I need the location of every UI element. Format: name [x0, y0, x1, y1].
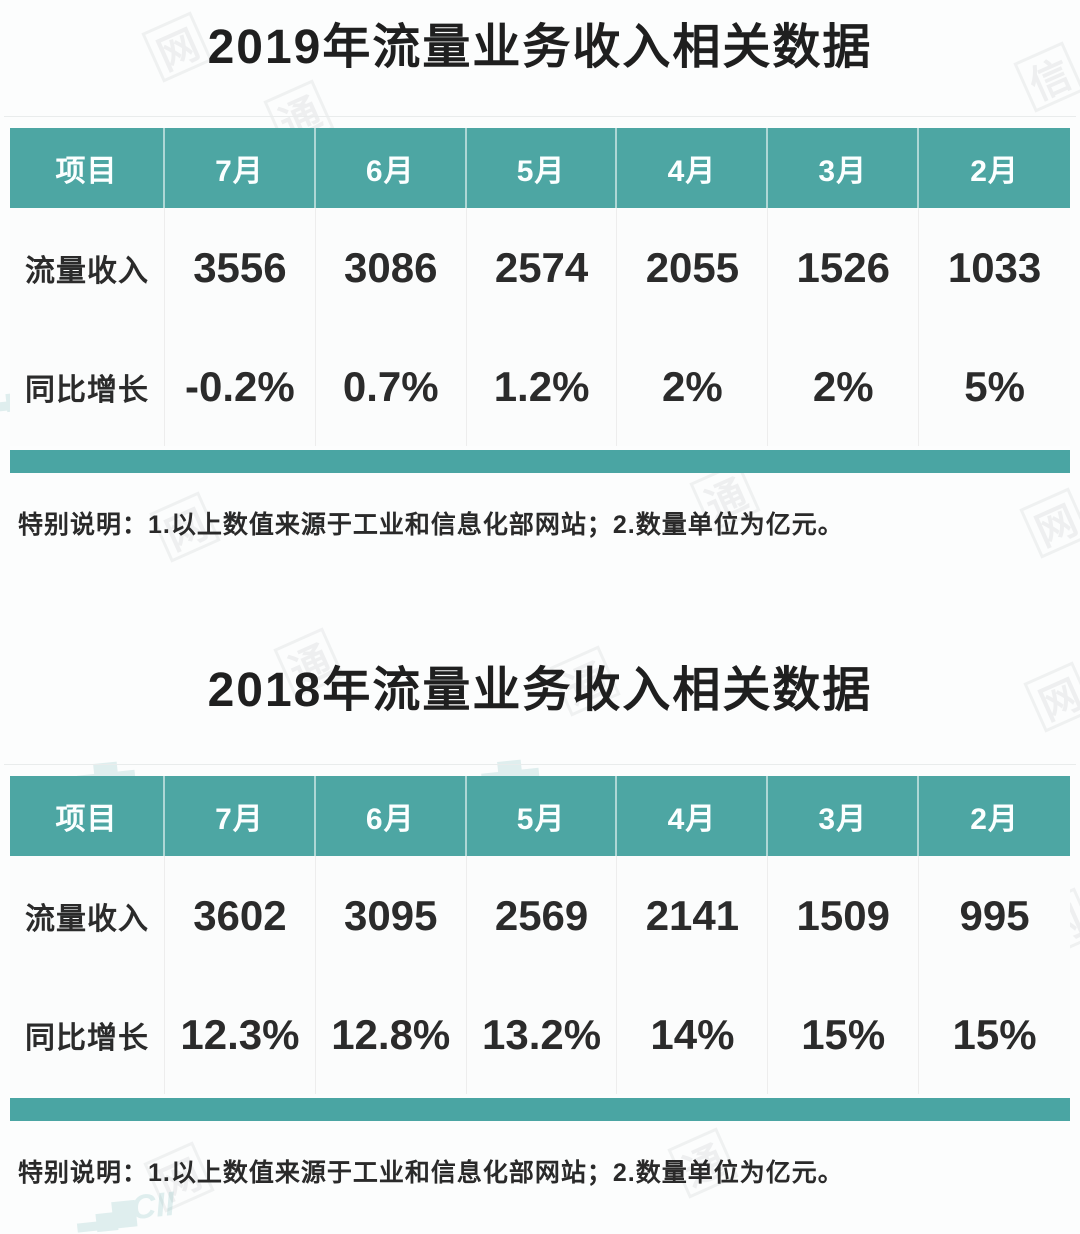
header-cell-apr: 4月	[617, 776, 769, 856]
header-cell-may: 5月	[466, 776, 618, 856]
source-note: 特别说明：1.以上数值来源于工业和信息化部网站；2.数量单位为亿元。	[18, 1159, 844, 1187]
row-label-revenue: 流量收入	[10, 208, 165, 327]
growth-cell: 15%	[768, 975, 920, 1094]
header-cell-jul: 7月	[165, 128, 316, 208]
growth-cell: 0.7%	[315, 327, 467, 446]
data-table-2019: 项目 7月 6月 5月 4月 3月 2月 流量收入 3556 3086 2574…	[4, 116, 1076, 446]
table-row-revenue: 流量收入 3556 3086 2574 2055 1526 1033	[10, 208, 1070, 327]
table-row-revenue: 流量收入 3602 3095 2569 2141 1509 995	[10, 856, 1070, 975]
growth-cell: 1.2%	[466, 327, 618, 446]
growth-cell: 12.8%	[315, 975, 467, 1094]
bar-chart-icon: ▂▄▆	[74, 1193, 134, 1233]
revenue-cell: 2141	[617, 856, 769, 975]
revenue-cell: 3602	[165, 856, 316, 975]
revenue-cell: 1526	[768, 208, 920, 327]
table-row-growth: 同比增长 12.3% 12.8% 13.2% 14% 15% 15%	[10, 975, 1070, 1094]
header-cell-mar: 3月	[768, 776, 920, 856]
table-header-row: 项目 7月 6月 5月 4月 3月 2月	[10, 776, 1070, 856]
data-table-2018: 项目 7月 6月 5月 4月 3月 2月 流量收入 3602 3095 2569…	[4, 764, 1076, 1094]
source-note: 特别说明：1.以上数值来源于工业和信息化部网站；2.数量单位为亿元。	[18, 511, 844, 539]
table-row-growth: 同比增长 -0.2% 0.7% 1.2% 2% 2% 5%	[10, 327, 1070, 446]
row-label-revenue: 流量收入	[10, 856, 165, 975]
table-header-row: 项目 7月 6月 5月 4月 3月 2月	[10, 128, 1070, 208]
revenue-cell: 2055	[617, 208, 769, 327]
revenue-cell: 3095	[315, 856, 467, 975]
report-section-2019: 2019年流量业务收入相关数据 项目 7月 6月 5月 4月 3月 2月 流量收…	[0, 18, 1080, 541]
header-cell-jul: 7月	[165, 776, 316, 856]
page-title: 2018年流量业务收入相关数据	[207, 664, 873, 717]
revenue-cell: 2574	[466, 208, 618, 327]
growth-cell: 5%	[919, 327, 1070, 446]
growth-cell: 2%	[617, 327, 769, 446]
header-cell-item: 项目	[10, 776, 165, 856]
header-cell-feb: 2月	[919, 776, 1070, 856]
growth-cell: 15%	[919, 975, 1070, 1094]
page-title: 2019年流量业务收入相关数据	[207, 21, 873, 74]
table-footer-bar	[10, 1098, 1070, 1121]
header-cell-item: 项目	[10, 128, 165, 208]
header-cell-feb: 2月	[919, 128, 1070, 208]
revenue-cell: 2569	[466, 856, 618, 975]
report-section-2018: 2018年流量业务收入相关数据 项目 7月 6月 5月 4月 3月 2月 流量收…	[0, 661, 1080, 1189]
header-cell-jun: 6月	[315, 128, 467, 208]
revenue-cell: 1509	[768, 856, 920, 975]
revenue-cell: 3556	[165, 208, 316, 327]
revenue-cell: 995	[919, 856, 1070, 975]
growth-cell: 12.3%	[165, 975, 316, 1094]
growth-cell: 2%	[768, 327, 920, 446]
revenue-cell: 3086	[315, 208, 467, 327]
header-cell-jun: 6月	[315, 776, 467, 856]
row-label-growth: 同比增长	[10, 975, 165, 1094]
header-cell-mar: 3月	[768, 128, 920, 208]
growth-cell: 14%	[617, 975, 769, 1094]
header-cell-may: 5月	[466, 128, 618, 208]
row-label-growth: 同比增长	[10, 327, 165, 446]
ciia-logo-watermark: ▂▄▆CII	[74, 1184, 177, 1233]
header-cell-apr: 4月	[617, 128, 769, 208]
table-footer-bar	[10, 450, 1070, 473]
growth-cell: 13.2%	[466, 975, 618, 1094]
revenue-cell: 1033	[919, 208, 1070, 327]
growth-cell: -0.2%	[165, 327, 316, 446]
